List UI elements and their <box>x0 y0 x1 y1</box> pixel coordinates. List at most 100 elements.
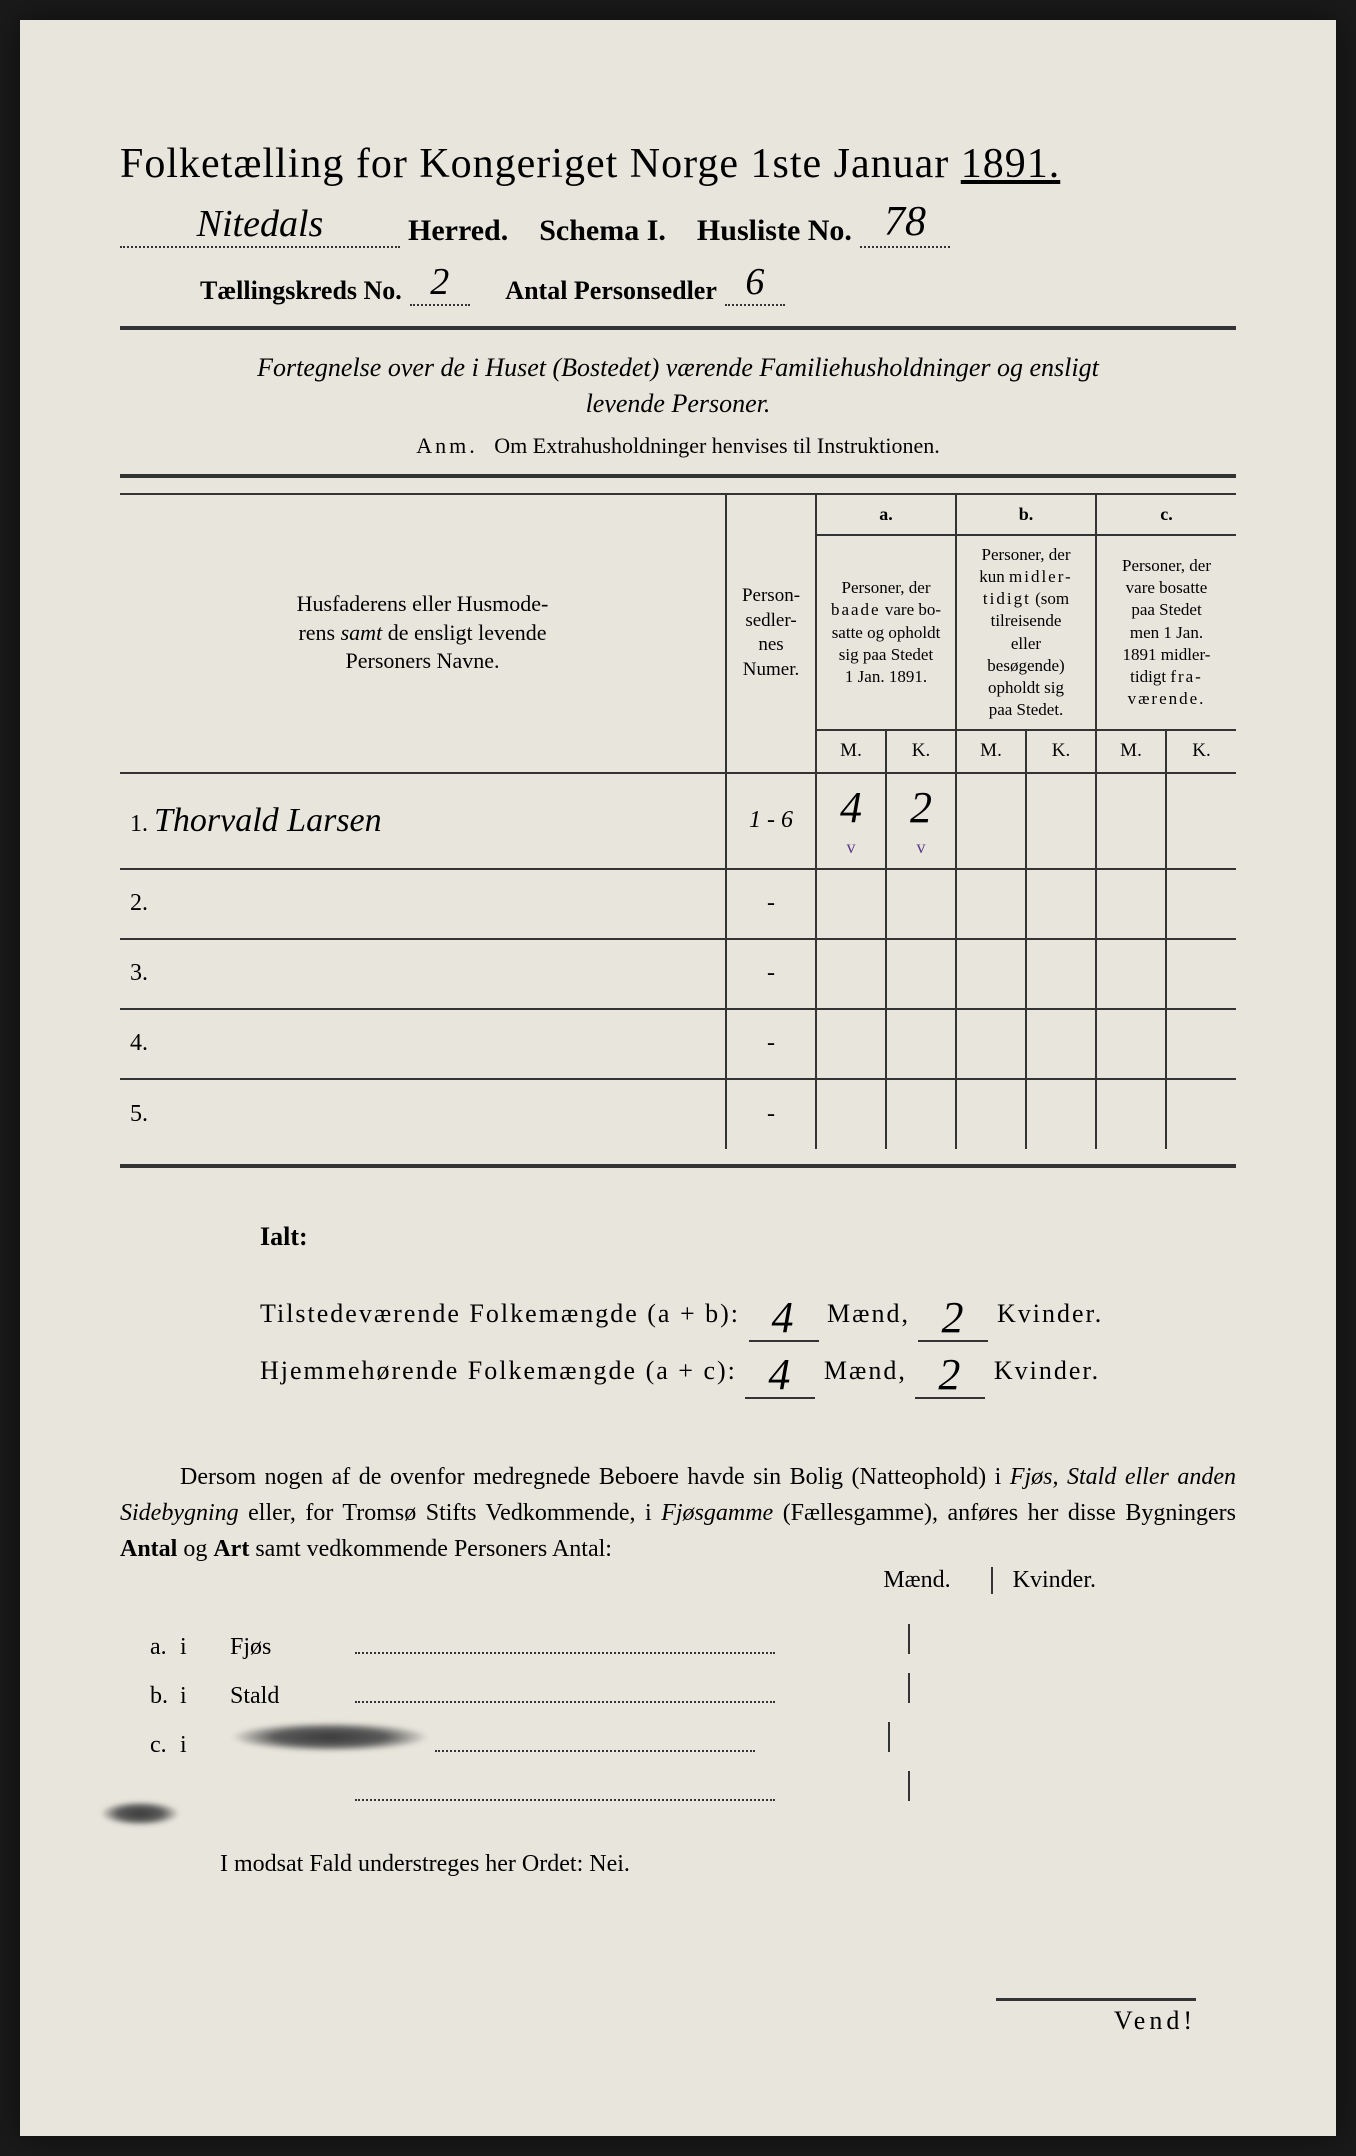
row-a-k: 2 v <box>886 773 956 869</box>
building-row: a. i Fjøs <box>120 1624 1236 1661</box>
row-b-k <box>1026 1009 1096 1079</box>
divider <box>120 1164 1236 1168</box>
antal-label: Antal Personsedler <box>505 276 717 306</box>
vend-line <box>996 1998 1196 2001</box>
kvinder-label: Kvinder. <box>994 1356 1100 1385</box>
header-b-label: b. <box>956 494 1096 535</box>
husliste-no-field: 78 <box>860 198 950 248</box>
row-a-m <box>816 869 886 939</box>
ink-smudge <box>100 1801 180 1826</box>
row-a-m <box>816 939 886 1009</box>
vend-text: Vend! <box>1114 2006 1196 2035</box>
antal-field: 6 <box>725 260 785 306</box>
building-m-cell <box>780 1624 910 1654</box>
row-b-m <box>956 939 1026 1009</box>
header-c-k: K. <box>1166 730 1236 773</box>
row-a-m <box>816 1079 886 1149</box>
row-a-m <box>816 1009 886 1079</box>
row-a-k <box>886 939 956 1009</box>
husliste-label: Husliste No. <box>697 214 852 248</box>
header-a-text: Personer, derbaade vare bo-satte og opho… <box>816 535 956 730</box>
building-m-cell <box>760 1722 890 1752</box>
header-c-m: M. <box>1096 730 1166 773</box>
totals-section: Ialt: Tilstedeværende Folkemængde (a + b… <box>120 1208 1236 1400</box>
row-c-m <box>1096 869 1166 939</box>
row-num: 1. <box>130 811 148 837</box>
table-row: 1. Thorvald Larsen 1 - 6 4 v 2 v <box>120 773 1236 869</box>
row-numer: - <box>726 869 816 939</box>
building-label: c. <box>120 1732 180 1759</box>
header-a-m: M. <box>816 730 886 773</box>
building-i: i <box>180 1634 230 1661</box>
census-form-page: Folketælling for Kongeriget Norge 1ste J… <box>20 20 1336 2136</box>
row2-m-field: 4 <box>745 1353 815 1399</box>
table-row: 5. - <box>120 1079 1236 1149</box>
row-numer: - <box>726 1009 816 1079</box>
building-label: a. <box>120 1634 180 1661</box>
building-list: a. i Fjøs b. i Stald c. i <box>120 1624 1236 1801</box>
row-a-k <box>886 869 956 939</box>
census-table: Husfaderens eller Husmode-rens samt de e… <box>120 493 1236 1149</box>
row1-k-field: 2 <box>918 1296 988 1342</box>
dotted-line <box>355 1799 775 1801</box>
row-a-m: 4 v <box>816 773 886 869</box>
row-a-k <box>886 1079 956 1149</box>
building-row: c. i <box>120 1722 1236 1759</box>
ialt-label: Ialt: <box>260 1208 1236 1265</box>
subtitle-line2: levende Personer. <box>586 389 771 418</box>
building-name: Fjøs <box>230 1634 350 1661</box>
divider <box>120 474 1236 478</box>
row-b-m <box>956 869 1026 939</box>
row-numer: - <box>726 1079 816 1149</box>
building-i: i <box>180 1683 230 1710</box>
row-b-k <box>1026 1079 1096 1149</box>
building-m-cell <box>780 1771 910 1801</box>
dersom-section: Dersom nogen af de ovenfor medregnede Be… <box>120 1459 1236 1567</box>
building-row <box>120 1771 1236 1801</box>
row-c-k <box>1166 1009 1236 1079</box>
divider <box>120 326 1236 330</box>
building-section: Mænd. Kvinder. a. i Fjøs b. i Stald c. <box>120 1567 1236 1801</box>
modsat-line: I modsat Fald understreges her Ordet: Ne… <box>120 1851 1236 1878</box>
maend-label: Mænd, <box>827 1299 910 1328</box>
hjemmehoerende-row: Hjemmehørende Folkemængde (a + c): 4 Mæn… <box>260 1342 1236 1399</box>
header-c-label: c. <box>1096 494 1236 535</box>
herred-label: Herred. <box>408 214 508 248</box>
row-c-k <box>1166 939 1236 1009</box>
herred-name-field: Nitedals <box>120 202 400 248</box>
row-b-m <box>956 1079 1026 1149</box>
header-a-k: K. <box>886 730 956 773</box>
tilstedevaerende-row: Tilstedeværende Folkemængde (a + b): 4 M… <box>260 1285 1236 1342</box>
row-num: 2. <box>120 869 726 939</box>
dersom-text: Dersom nogen af de ovenfor medregnede Be… <box>120 1459 1236 1567</box>
row-c-m <box>1096 1079 1166 1149</box>
form-header: Folketælling for Kongeriget Norge 1ste J… <box>120 140 1236 306</box>
header-b-text: Personer, derkun midler-tidigt (somtilre… <box>956 535 1096 730</box>
row-c-k <box>1166 869 1236 939</box>
row-b-k <box>1026 773 1096 869</box>
row1-m-field: 4 <box>749 1296 819 1342</box>
row-numer: 1 - 6 <box>726 773 816 869</box>
header-numer: Person-sedler-nesNumer. <box>726 494 816 773</box>
row-num: 4. <box>120 1009 726 1079</box>
header-c-text: Personer, dervare bosattepaa Stedetmen 1… <box>1096 535 1236 730</box>
maend-header: Mænd. <box>883 1567 950 1594</box>
table-row: 4. - <box>120 1009 1236 1079</box>
building-label: b. <box>120 1683 180 1710</box>
row-num: 3. <box>120 939 726 1009</box>
table-row: 2. - <box>120 869 1236 939</box>
dotted-line <box>435 1750 755 1752</box>
schema-label: Schema I. <box>539 214 666 248</box>
subtitle: Fortegnelse over de i Huset (Bostedet) v… <box>120 350 1236 423</box>
row-b-k <box>1026 939 1096 1009</box>
maend-label: Mænd, <box>824 1356 907 1385</box>
row2-label: Hjemmehørende Folkemængde (a + c): <box>260 1356 737 1385</box>
building-row: b. i Stald <box>120 1673 1236 1710</box>
header-b-m: M. <box>956 730 1026 773</box>
row-c-m <box>1096 939 1166 1009</box>
row-b-k <box>1026 869 1096 939</box>
title-year: 1891. <box>961 141 1061 187</box>
anm-text: Om Extrahusholdninger henvises til Instr… <box>494 433 939 458</box>
dotted-line <box>355 1652 775 1654</box>
dotted-line <box>355 1701 775 1703</box>
